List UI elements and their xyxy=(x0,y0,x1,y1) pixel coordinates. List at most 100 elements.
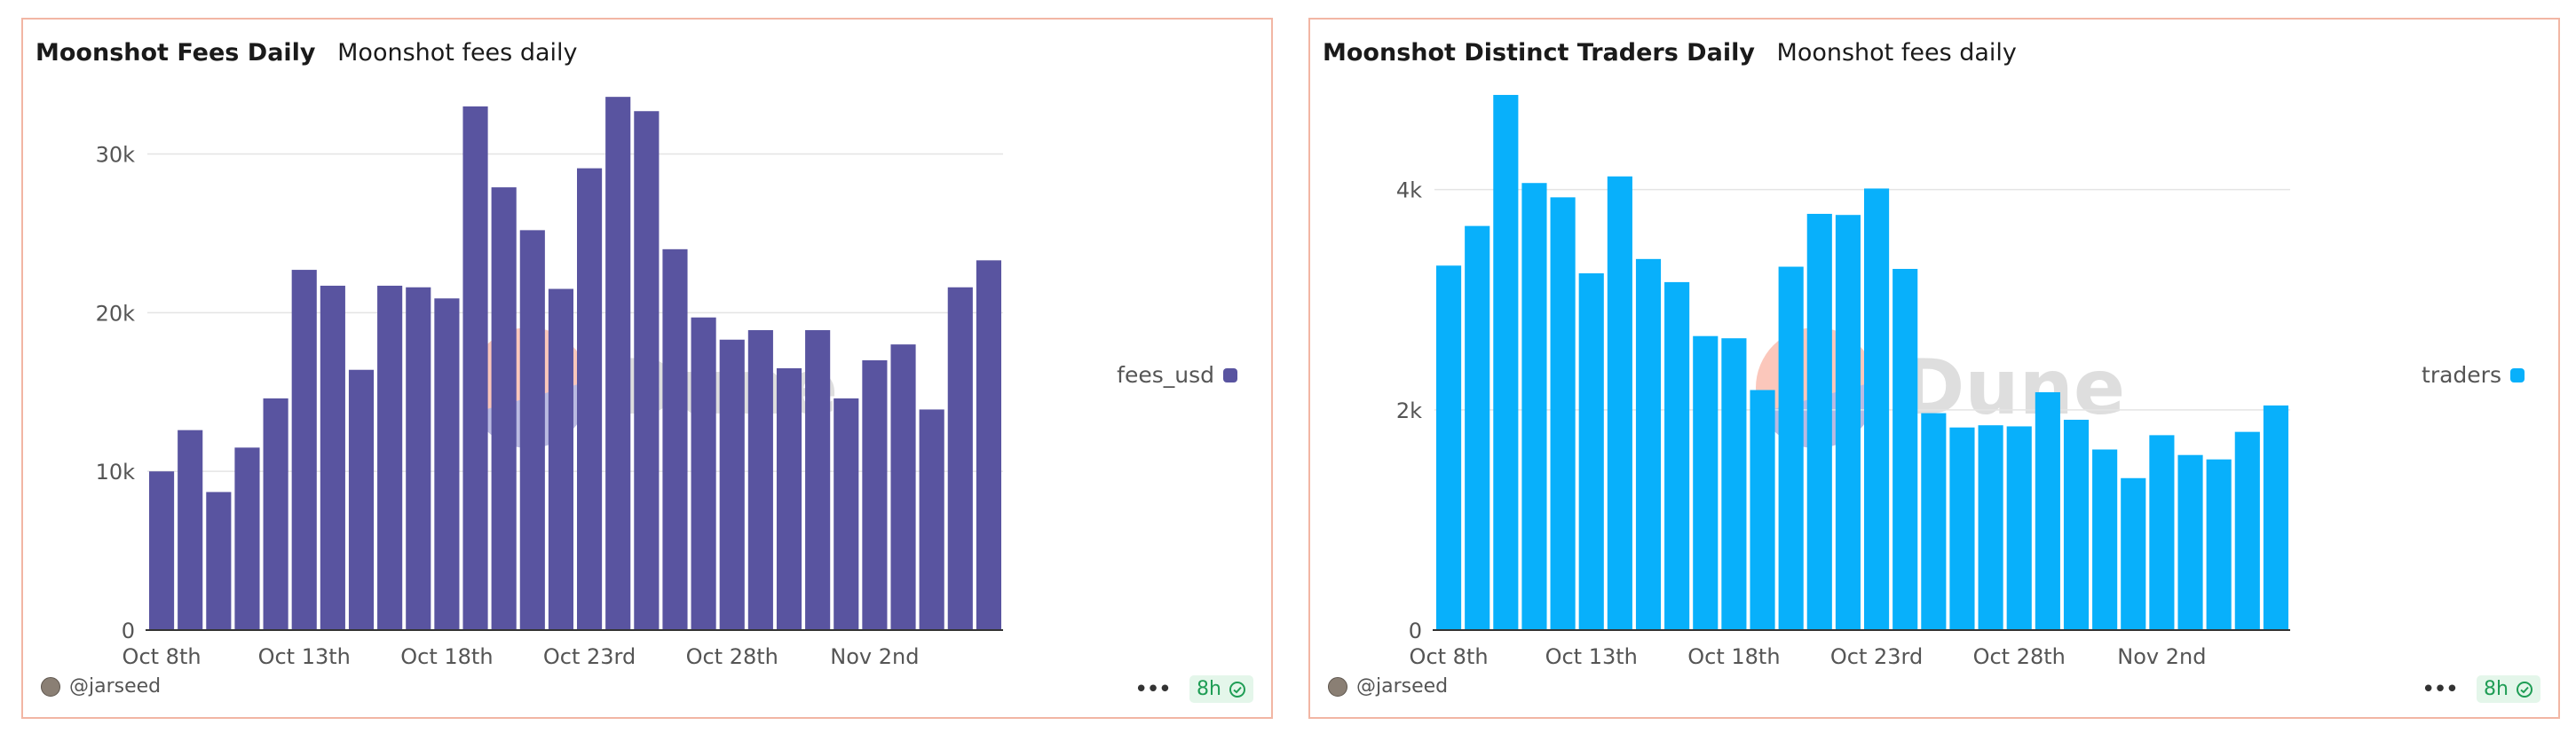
bar[interactable]: Nov 1st: 14600 xyxy=(834,398,859,630)
legend[interactable]: traders xyxy=(2422,362,2525,388)
bar[interactable]: Nov 5th: 21600 xyxy=(947,287,973,630)
bar[interactable]: Oct 13th: 22700 xyxy=(291,270,317,630)
bar[interactable]: Nov 3rd: 18000 xyxy=(890,344,916,630)
card-footer-actions: ••• 8h xyxy=(2422,675,2540,703)
status-badge[interactable]: 8h xyxy=(1189,675,1253,703)
status-text: 8h xyxy=(1197,678,1221,700)
bar[interactable]: Oct 12th: 3930 xyxy=(1550,197,1576,630)
bar[interactable]: Oct 25th: 32700 xyxy=(634,111,660,630)
chart-subtitle: Moonshot fees daily xyxy=(1776,39,2017,67)
more-options-icon[interactable]: ••• xyxy=(1134,675,1172,703)
bar[interactable]: Oct 30th: 16500 xyxy=(776,367,802,630)
bar[interactable]: Oct 17th: 21600 xyxy=(406,287,431,630)
bar[interactable]: Oct 15th: 16400 xyxy=(348,369,375,630)
bar[interactable]: Oct 25th: 1970 xyxy=(1921,413,1947,630)
bar[interactable]: Oct 16th: 21700 xyxy=(377,285,403,630)
bar[interactable]: Oct 10th: 8700 xyxy=(206,492,232,630)
status-text: 8h xyxy=(2484,678,2509,700)
bar[interactable]: Oct 8th: 10000 xyxy=(149,471,175,630)
legend[interactable]: fees_usd xyxy=(1117,362,1237,388)
author-link[interactable]: @jarseed xyxy=(41,675,161,698)
bar[interactable]: Nov 2nd: 17000 xyxy=(862,360,888,630)
x-tick-label: Oct 8th xyxy=(1410,644,1489,669)
x-tick-label: Oct 8th xyxy=(122,644,201,669)
chart-subtitle: Moonshot fees daily xyxy=(337,39,578,67)
bar[interactable]: Oct 13th: 3240 xyxy=(1578,272,1604,630)
bar[interactable]: Oct 11th: 11500 xyxy=(234,447,260,630)
bar[interactable]: Nov 1st: 1380 xyxy=(2121,477,2146,630)
bar[interactable]: Oct 26th: 24000 xyxy=(662,248,688,630)
bar[interactable]: Oct 23rd: 4010 xyxy=(1864,188,1890,630)
bar[interactable]: Oct 28th: 18300 xyxy=(719,339,745,630)
bar[interactable]: Oct 29th: 18900 xyxy=(747,330,773,630)
bar[interactable]: Oct 9th: 12600 xyxy=(178,430,203,630)
x-tick-label: Nov 2nd xyxy=(830,644,919,669)
bar[interactable]: Oct 9th: 3670 xyxy=(1465,225,1490,630)
bar[interactable]: Oct 10th: 4860 xyxy=(1493,94,1519,631)
legend-swatch xyxy=(2510,367,2525,382)
bar[interactable]: Oct 27th: 1860 xyxy=(1978,425,2003,630)
bar[interactable]: Nov 4th: 13900 xyxy=(919,409,944,630)
bar[interactable]: Oct 12th: 14600 xyxy=(263,398,288,630)
bar[interactable]: Oct 18th: 20900 xyxy=(434,298,460,630)
bar[interactable]: Oct 20th: 3300 xyxy=(1778,266,1804,630)
x-tick-label: Nov 2nd xyxy=(2117,644,2206,669)
bar[interactable]: Oct 23rd: 29100 xyxy=(577,168,603,630)
legend-swatch xyxy=(1223,367,1237,382)
x-tick-label: Oct 23rd xyxy=(543,644,636,669)
more-options-icon[interactable]: ••• xyxy=(2422,675,2459,703)
x-tick-label: Oct 23rd xyxy=(1830,644,1923,669)
x-tick-label: Oct 28th xyxy=(686,644,778,669)
bar[interactable]: Oct 19th: 33000 xyxy=(462,106,488,631)
bar[interactable]: Oct 27th: 19700 xyxy=(691,317,716,630)
y-tick-label: 0 xyxy=(1409,619,1422,643)
bar[interactable]: Nov 3rd: 1590 xyxy=(2177,454,2203,630)
chart-title[interactable]: Moonshot Fees Daily xyxy=(36,39,316,67)
check-circle-icon xyxy=(1229,681,1246,698)
bar[interactable]: Oct 21st: 3780 xyxy=(1806,213,1832,630)
chart-card-traders: Moonshot Distinct Traders Daily Moonshot… xyxy=(1308,18,2560,719)
bar[interactable]: Nov 6th: 23300 xyxy=(976,260,1001,630)
x-tick-label: Oct 28th xyxy=(1973,644,2066,669)
bar[interactable]: Nov 5th: 1800 xyxy=(2234,431,2260,630)
bar[interactable]: Oct 22nd: 21500 xyxy=(548,288,573,630)
check-circle-icon xyxy=(2516,681,2533,698)
card-header: Moonshot Distinct Traders Daily Moonshot… xyxy=(1323,39,2017,67)
bar[interactable]: Nov 6th: 2040 xyxy=(2263,405,2288,630)
bar[interactable]: Oct 31st: 18900 xyxy=(805,330,831,630)
bar[interactable]: Oct 14th: 4120 xyxy=(1607,176,1632,630)
status-badge[interactable]: 8h xyxy=(2477,675,2540,703)
bar[interactable]: Nov 2nd: 1770 xyxy=(2149,435,2175,630)
bar[interactable]: Oct 22nd: 3770 xyxy=(1835,215,1861,630)
bar[interactable]: Oct 8th: 3310 xyxy=(1436,265,1462,630)
x-tick-label: Oct 13th xyxy=(258,644,351,669)
avatar xyxy=(41,676,60,697)
bar[interactable]: Oct 16th: 3160 xyxy=(1664,281,1690,630)
bar[interactable]: Oct 24th: 3280 xyxy=(1892,269,1918,630)
legend-label: fees_usd xyxy=(1117,362,1214,388)
bar[interactable]: Oct 15th: 3370 xyxy=(1635,258,1662,630)
bar[interactable]: Oct 17th: 2670 xyxy=(1693,335,1719,630)
bar[interactable]: Oct 26th: 1840 xyxy=(1949,427,1975,630)
bar[interactable]: Oct 20th: 27900 xyxy=(491,187,517,631)
bar[interactable]: Oct 18th: 2650 xyxy=(1721,338,1747,630)
bar[interactable]: Oct 14th: 21700 xyxy=(320,285,345,630)
y-tick-label: 2k xyxy=(1396,398,1422,423)
author-link[interactable]: @jarseed xyxy=(1328,675,1448,698)
y-tick-label: 4k xyxy=(1396,178,1422,203)
card-header: Moonshot Fees Daily Moonshot fees daily xyxy=(36,39,577,67)
y-tick-label: 0 xyxy=(122,619,135,643)
traders-bar-chart: 0 2k 4k Oct 8th: 3310Oct 9th: 3670Oct 10th:… xyxy=(1396,94,2290,669)
bar[interactable]: Nov 4th: 1550 xyxy=(2206,459,2232,630)
bar[interactable]: Oct 30th: 1910 xyxy=(2063,420,2090,630)
bar[interactable]: Oct 24th: 33600 xyxy=(605,97,631,630)
bar[interactable]: Oct 19th: 2180 xyxy=(1750,390,1775,630)
bar[interactable]: Oct 31st: 1640 xyxy=(2092,449,2118,630)
bar[interactable]: Oct 21st: 25200 xyxy=(519,230,545,630)
chart-card-fees: Moonshot Fees Daily Moonshot fees daily … xyxy=(21,18,1273,719)
bar[interactable]: Oct 29th: 2160 xyxy=(2035,391,2060,630)
bar[interactable]: Oct 11th: 4060 xyxy=(1521,183,1547,630)
chart-title[interactable]: Moonshot Distinct Traders Daily xyxy=(1323,39,1755,67)
bar[interactable]: Oct 28th: 1850 xyxy=(2006,426,2032,630)
